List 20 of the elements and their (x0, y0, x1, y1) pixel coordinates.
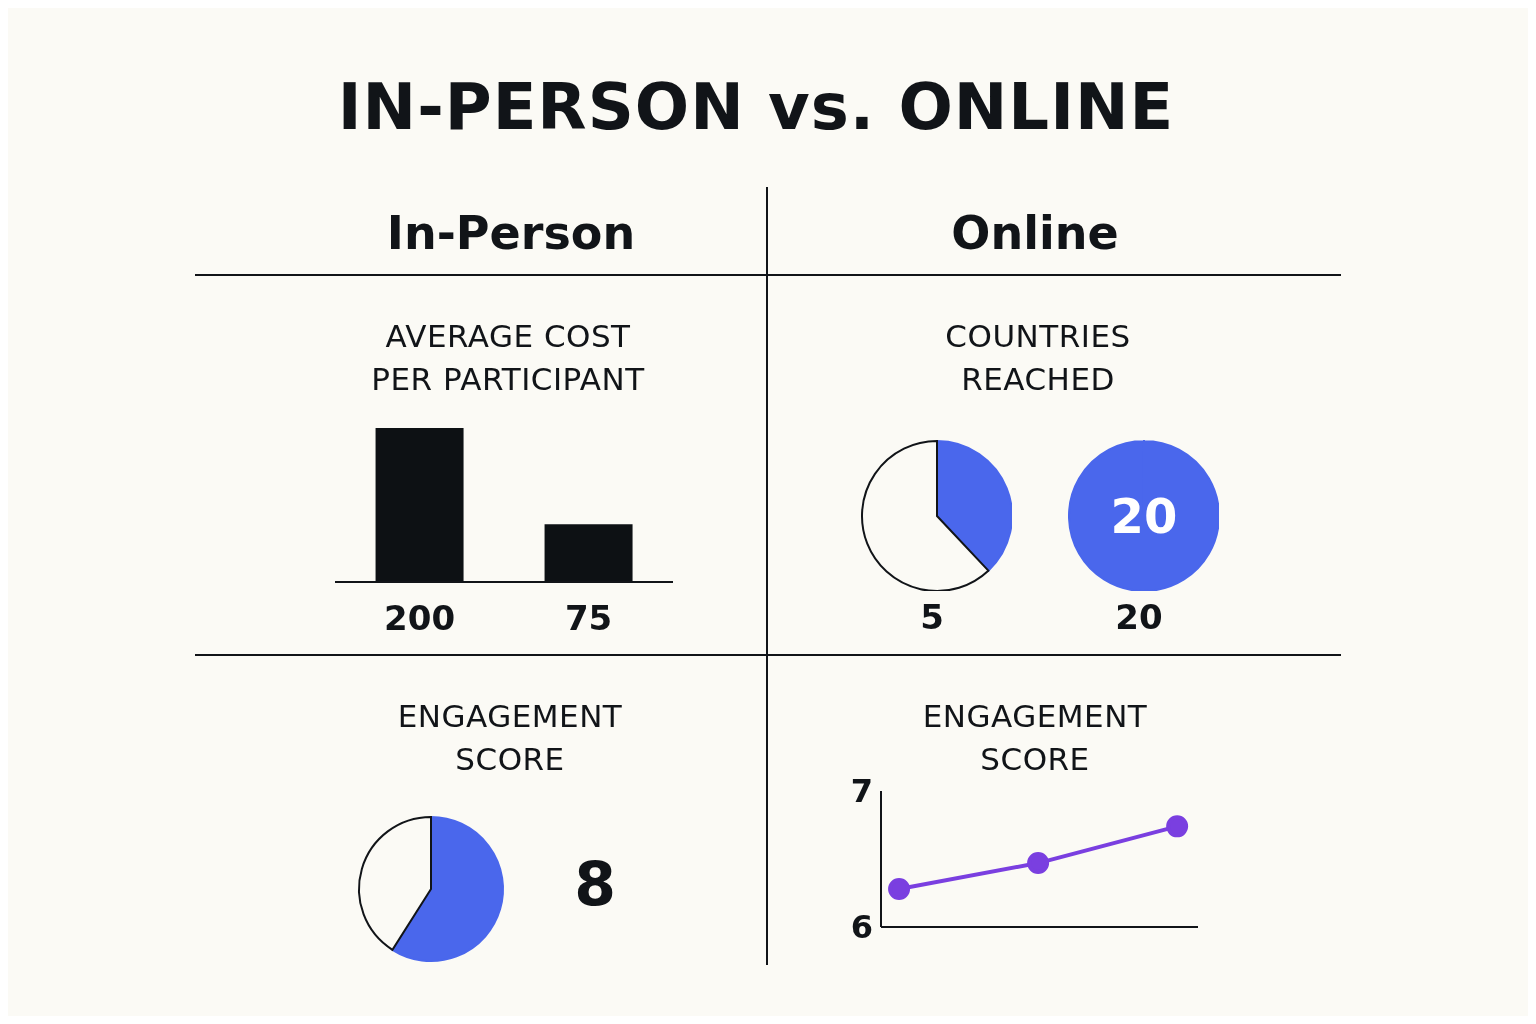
chart-title: AVERAGE COST PER PARTICIPANT (370, 317, 646, 399)
text: Online (950, 206, 1120, 260)
point (1027, 852, 1050, 875)
text: 5 (919, 596, 945, 638)
data-label: 75 (564, 598, 613, 638)
pie-slice (358, 816, 432, 951)
point (888, 877, 911, 900)
chart-title: COUNTRIES REACHED (944, 317, 1132, 399)
text: 8 (573, 848, 617, 920)
point (1166, 815, 1189, 838)
y-tick-label: 6 (850, 908, 873, 947)
pie-slice (391, 816, 504, 962)
chart-title: ENGAGEMENT SCORE (922, 698, 1148, 777)
text: In-Person (385, 206, 637, 260)
chart-title: ENGAGEMENT SCORE (396, 697, 624, 779)
data-label: 200 (384, 598, 456, 638)
text: IN-PERSON vs. ONLINE (336, 70, 1176, 144)
data-label: 20 (1110, 488, 1178, 544)
y-tick-label: 7 (850, 772, 873, 811)
text: 20 (1114, 596, 1164, 638)
